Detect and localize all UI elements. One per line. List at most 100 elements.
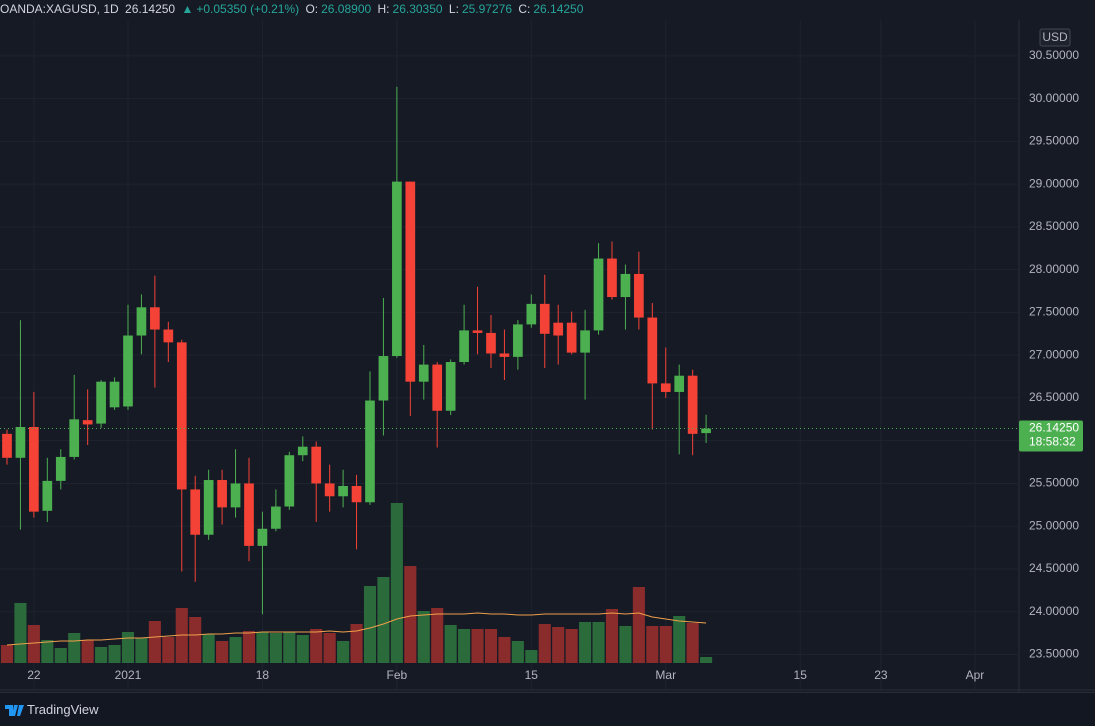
h-label: H: [377, 2, 390, 16]
volume-bar [108, 645, 121, 663]
l-value: 25.97276 [461, 2, 512, 16]
countdown: 18:58:32 [1029, 435, 1076, 449]
volume-bar [592, 622, 605, 663]
volume-bar [619, 626, 632, 663]
candle-body [230, 483, 241, 508]
candle-body [2, 433, 12, 458]
up-arrow: ▲ [181, 2, 194, 16]
volume-bar [538, 624, 551, 663]
x-tick-label: 15 [794, 668, 808, 682]
volume-bar [283, 632, 296, 663]
volume-bar [686, 623, 699, 663]
x-tick-label: 22 [27, 668, 41, 682]
x-tick-label: 2021 [115, 668, 142, 682]
candle-body [634, 273, 644, 318]
candle-body [217, 480, 227, 508]
volume-bar [95, 647, 108, 663]
candle-body [123, 335, 133, 407]
candle-body [55, 456, 66, 481]
y-tick-label: 30.00000 [1029, 91, 1079, 105]
plot [0, 86, 1018, 663]
volume-bar [242, 631, 256, 663]
volume-bar [444, 625, 457, 663]
volume-bar [14, 603, 27, 663]
volume-bar [41, 640, 54, 663]
candle-body [701, 428, 711, 434]
volume-bar [54, 648, 67, 663]
volume-bar [579, 622, 592, 663]
candle-body [15, 427, 26, 458]
candle-body [539, 303, 550, 334]
volume-bar [148, 621, 161, 663]
volume-bar [700, 657, 713, 663]
candle-body [526, 303, 537, 325]
y-tick-label: 28.00000 [1029, 262, 1079, 276]
volume-bar [565, 629, 578, 663]
change: +0.05350 (+0.21%) [196, 2, 300, 16]
volume-bar [350, 624, 363, 663]
volume-ma [6, 612, 707, 646]
candle-body [324, 483, 335, 497]
candle-body [351, 486, 362, 503]
candle-body [513, 324, 523, 357]
volume-bar [431, 608, 444, 663]
background [0, 0, 1095, 692]
volume-bar [269, 633, 282, 663]
candle-body [244, 483, 254, 546]
candle-body [499, 353, 510, 357]
candle-body [607, 258, 617, 298]
y-tick-label: 29.00000 [1029, 176, 1079, 190]
candle-body [136, 307, 147, 336]
last: 26.14250 [125, 2, 176, 16]
candle-body [150, 307, 160, 330]
volume-bar [135, 638, 148, 663]
candle-body [257, 528, 268, 546]
candle-body [392, 181, 402, 357]
candle-body [687, 375, 698, 434]
volume-bar [511, 641, 524, 663]
volume-bar [363, 586, 377, 663]
candle-body [647, 317, 658, 384]
c-label: C: [518, 2, 531, 16]
volume-bar [458, 629, 471, 663]
x-tick-label: 18 [256, 668, 270, 682]
brand[interactable]: TradingView [27, 702, 99, 717]
candle-body [553, 322, 564, 336]
candle-body [405, 181, 416, 382]
volume-bar [121, 632, 135, 663]
volume-bar [646, 626, 659, 663]
candle-body [29, 427, 39, 512]
volume-bar [189, 617, 202, 663]
y-tick-label: 25.50000 [1029, 476, 1079, 490]
logo [5, 705, 24, 716]
volume-bar [525, 650, 538, 663]
candle-body [284, 455, 295, 507]
y-tick-label: 26.50000 [1029, 390, 1079, 404]
y-tick-label: 27.00000 [1029, 347, 1079, 361]
x-tick-label: Feb [387, 668, 408, 682]
volume-bar [81, 640, 94, 663]
volume-bar [390, 503, 403, 663]
candle-body [163, 329, 174, 343]
footer: TradingView [0, 692, 1095, 726]
volume-bar [229, 637, 242, 663]
candle-body [176, 342, 187, 490]
volume-bar [216, 641, 229, 663]
symbol: OANDA:XAGUSD, 1D [0, 2, 119, 16]
y-tick-label: 25.00000 [1029, 518, 1079, 532]
x-tick-label: 15 [525, 668, 539, 682]
y-tick-label: 24.50000 [1029, 561, 1079, 575]
currency-box [1039, 28, 1071, 47]
candle-body [109, 381, 120, 408]
volume-bar [404, 566, 417, 663]
volume-bar [323, 633, 336, 663]
volume-bar [162, 637, 175, 663]
candle-body [311, 446, 322, 484]
volume-bar [0, 645, 14, 663]
volume-bar [256, 632, 269, 663]
candle-body [445, 362, 456, 411]
candle-body [203, 480, 214, 535]
volume-bar [27, 625, 40, 663]
volume-bar [417, 611, 430, 663]
